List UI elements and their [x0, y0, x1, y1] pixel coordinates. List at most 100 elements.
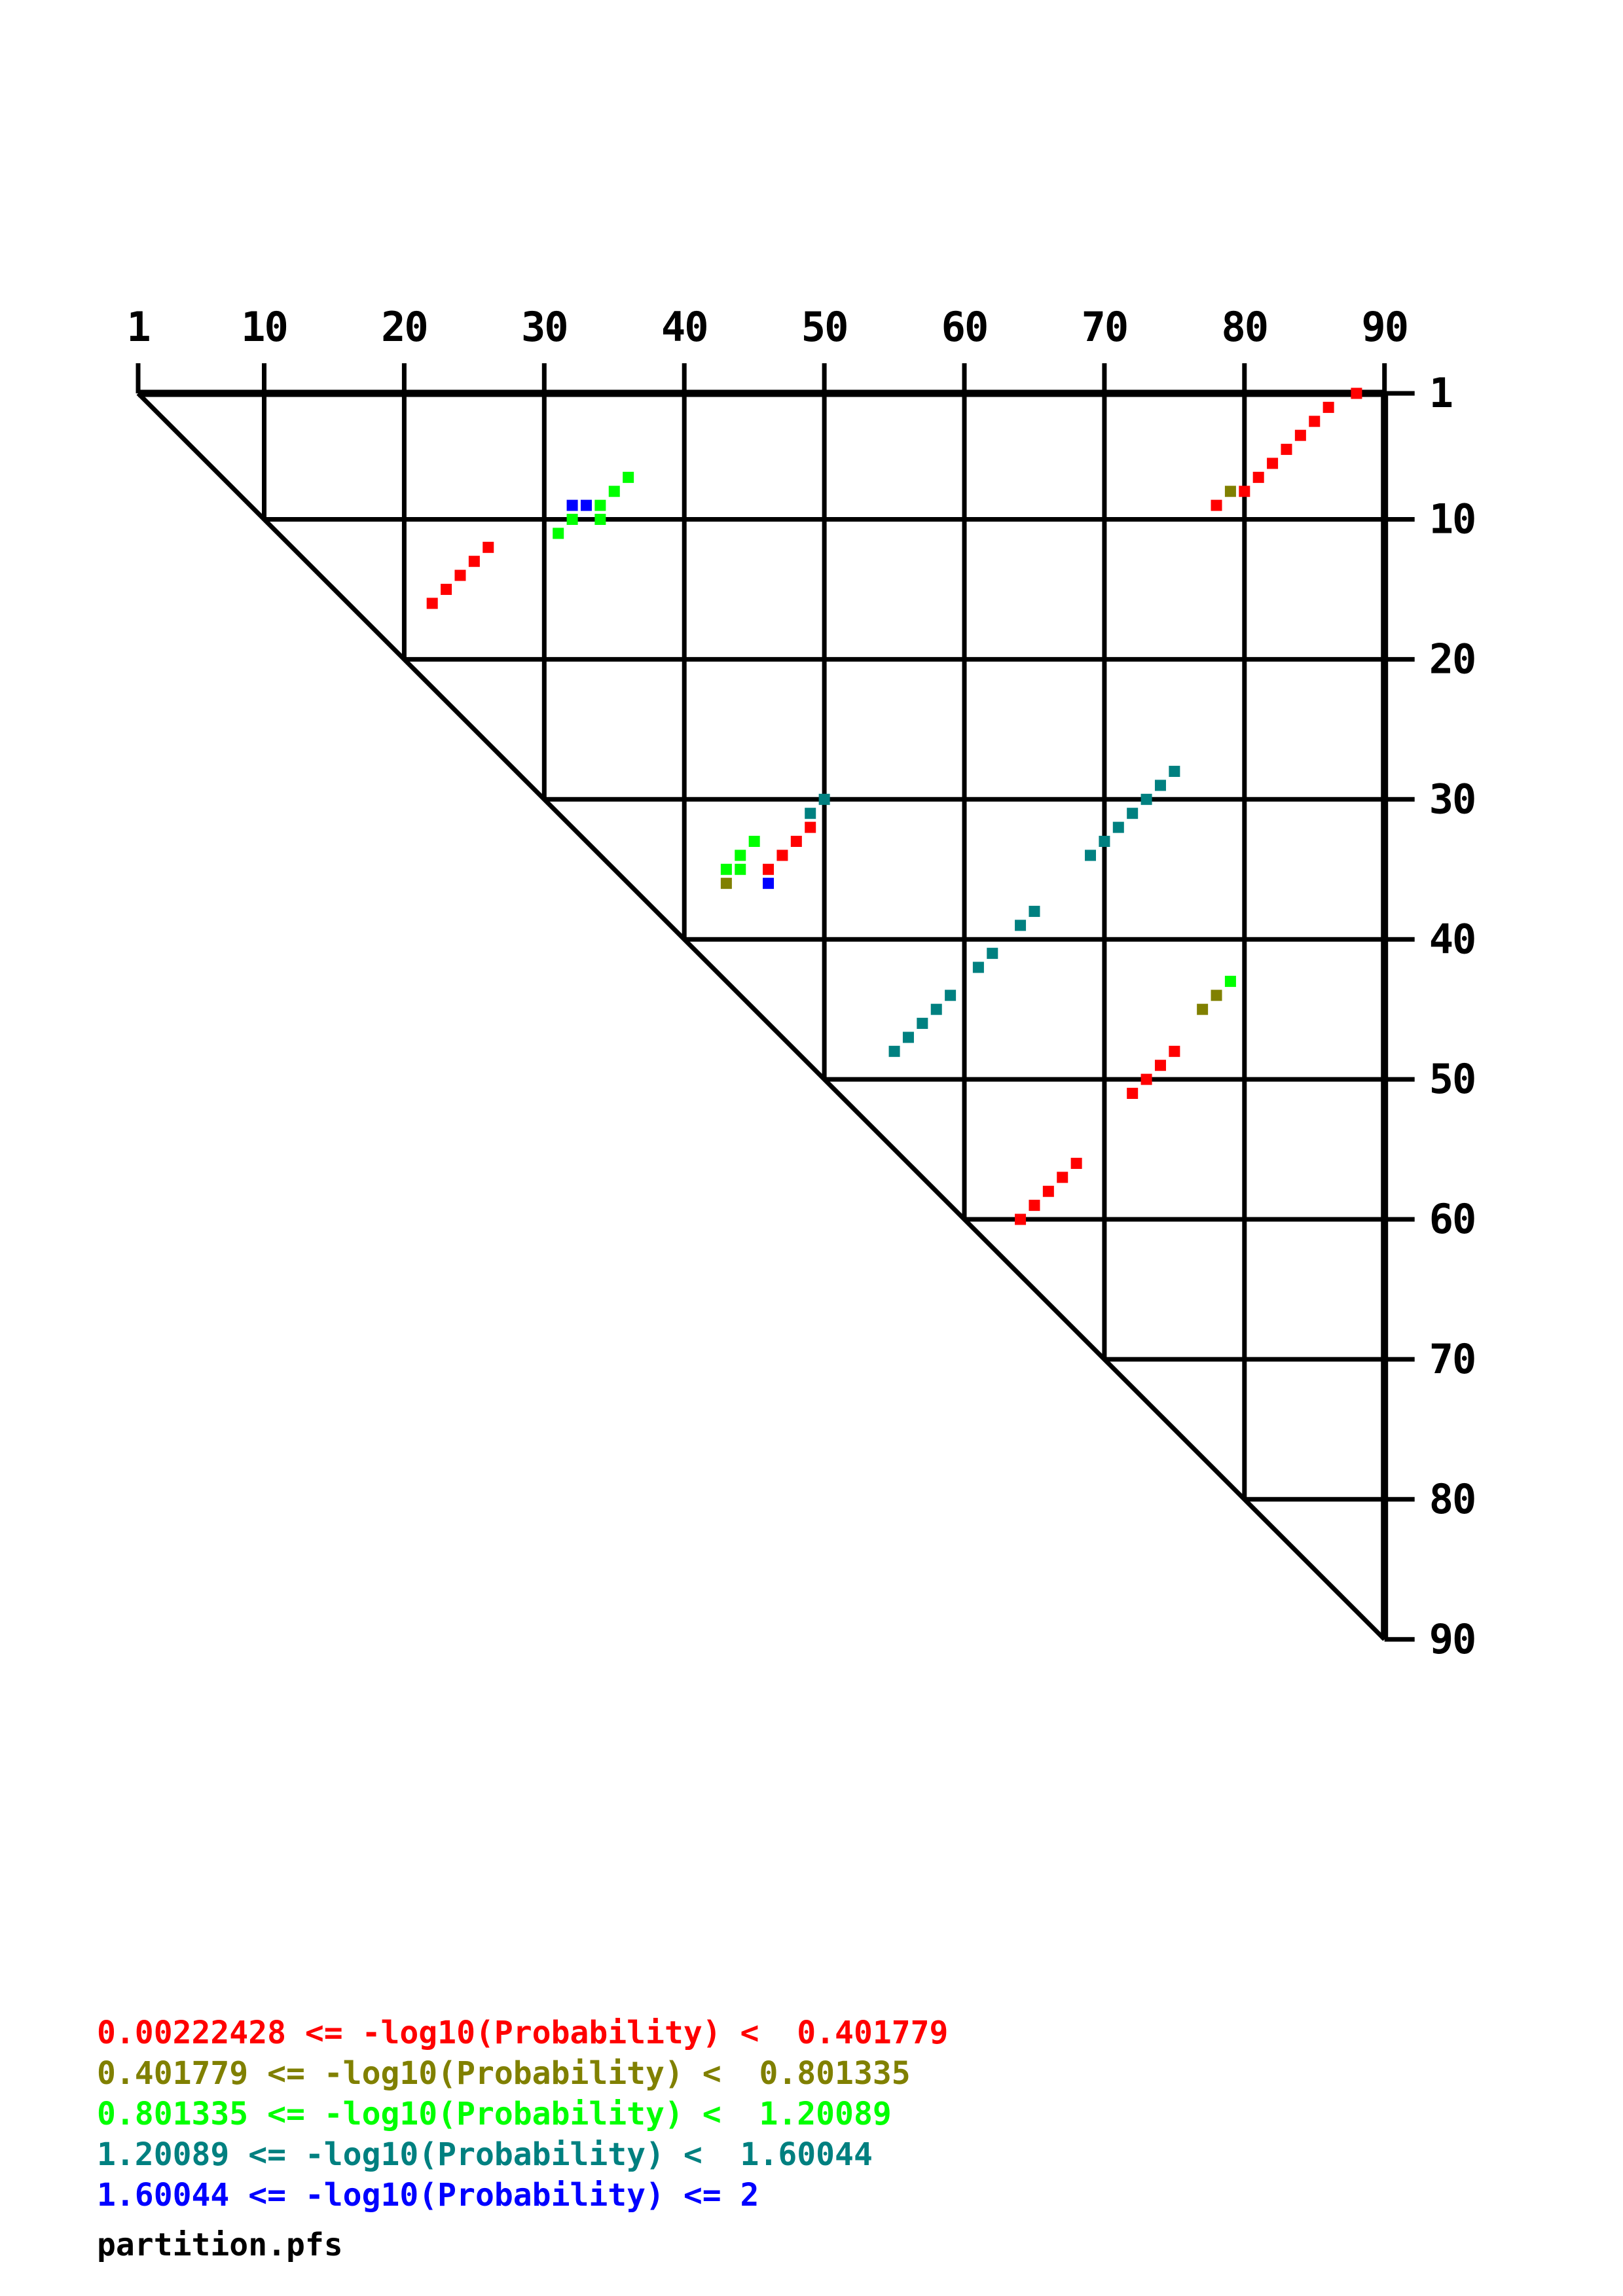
data-point	[566, 499, 578, 511]
data-point	[917, 1018, 928, 1030]
data-point	[441, 583, 452, 595]
top-tick-label-10: 10	[241, 303, 287, 351]
top-tick-label-1: 1	[126, 303, 149, 351]
axis-lines	[138, 389, 1389, 1640]
legend-entry-2: 0.801335 <= -log10(Probability) < 1.2008…	[97, 2096, 892, 2132]
data-point	[805, 808, 816, 819]
data-point	[580, 499, 592, 511]
right-tick-label-60: 60	[1429, 1195, 1476, 1243]
data-point	[454, 569, 466, 581]
data-point	[720, 863, 732, 875]
data-point	[1169, 1045, 1180, 1057]
legend: 0.00222428 <= -log10(Probability) < 0.40…	[97, 2013, 1406, 2265]
data-point	[1224, 486, 1236, 497]
data-point	[594, 499, 606, 511]
data-point	[930, 1003, 942, 1015]
top-tick-label-70: 70	[1082, 303, 1128, 351]
data-point	[594, 514, 606, 526]
data-points	[426, 387, 1362, 1225]
data-point	[1015, 920, 1027, 931]
data-point	[1351, 387, 1362, 399]
data-point	[1252, 471, 1264, 483]
data-point	[790, 835, 802, 847]
data-point	[1029, 905, 1040, 917]
top-tick-label-40: 40	[661, 303, 708, 351]
data-point	[1127, 808, 1139, 819]
right-tick-label-50: 50	[1429, 1055, 1476, 1103]
data-point	[1057, 1172, 1068, 1183]
data-point	[1042, 1185, 1054, 1197]
data-point	[776, 850, 788, 861]
data-point	[1140, 793, 1152, 805]
data-point	[818, 793, 830, 805]
data-point	[720, 878, 732, 889]
data-point	[608, 486, 620, 497]
dotplot-figure: 1 10 20 30 40 50 60 70 80 90 1 10 20 30 40 50 60 70 80 90	[126, 303, 1477, 1663]
data-point	[1029, 1200, 1040, 1211]
legend-entry-1: 0.401779 <= -log10(Probability) < 0.8013…	[97, 2055, 911, 2092]
data-point	[763, 878, 775, 889]
data-point	[1224, 975, 1236, 987]
data-point	[1267, 457, 1279, 469]
right-tick-label-70: 70	[1429, 1335, 1476, 1383]
axis-ticks	[136, 363, 1415, 1642]
data-point	[468, 556, 480, 567]
data-point	[1099, 835, 1110, 847]
legend-entry-3: 1.20089 <= -log10(Probability) < 1.60044	[97, 2136, 873, 2173]
data-point	[553, 528, 564, 539]
data-point	[483, 541, 494, 553]
top-tick-label-90: 90	[1361, 303, 1408, 351]
right-tick-label-80: 80	[1429, 1475, 1476, 1523]
top-tick-label-30: 30	[521, 303, 568, 351]
diagonal-boundary-line	[136, 391, 1387, 1641]
file-name-label: partition.pfs	[97, 2227, 343, 2263]
top-tick-label-80: 80	[1221, 303, 1267, 351]
data-point	[1309, 416, 1321, 427]
data-point	[1281, 444, 1292, 456]
data-point	[1322, 401, 1334, 413]
top-axis-tick-labels: 1 10 20 30 40 50 60 70 80 90	[126, 303, 1409, 351]
data-point	[1211, 990, 1222, 1001]
data-point	[1154, 780, 1166, 791]
data-point	[1070, 1157, 1082, 1169]
data-point	[1127, 1088, 1139, 1099]
top-tick-label-20: 20	[381, 303, 428, 351]
top-tick-label-60: 60	[941, 303, 988, 351]
data-point	[426, 598, 438, 609]
data-point	[1197, 1003, 1209, 1015]
data-point	[1211, 499, 1222, 511]
data-point	[735, 863, 746, 875]
right-tick-label-20: 20	[1429, 636, 1476, 683]
data-point	[566, 514, 578, 526]
data-point	[1154, 1060, 1166, 1071]
top-tick-label-50: 50	[801, 303, 848, 351]
data-point	[902, 1031, 914, 1043]
data-point	[748, 835, 760, 847]
data-point	[1294, 429, 1306, 441]
data-point	[945, 990, 957, 1001]
data-point	[1015, 1213, 1027, 1225]
right-tick-label-30: 30	[1429, 775, 1476, 823]
right-tick-label-90: 90	[1429, 1615, 1476, 1663]
right-tick-label-10: 10	[1429, 495, 1476, 543]
legend-entry-4: 1.60044 <= -log10(Probability) <= 2	[97, 2177, 759, 2214]
right-axis-tick-labels: 1 10 20 30 40 50 60 70 80 90	[1429, 369, 1477, 1663]
right-tick-label-1: 1	[1429, 369, 1452, 417]
data-point	[805, 821, 816, 833]
data-point	[1085, 850, 1097, 861]
data-point	[1239, 486, 1250, 497]
gridlines	[262, 393, 1387, 1640]
right-tick-label-40: 40	[1429, 915, 1476, 963]
data-point	[888, 1045, 900, 1057]
data-point	[1169, 766, 1180, 778]
dotplot-svg: 1 10 20 30 40 50 60 70 80 90 1 10 20 30 40 50 60 70 80 90	[126, 303, 1477, 1663]
data-point	[1140, 1073, 1152, 1085]
data-point	[623, 471, 634, 483]
data-point	[987, 948, 998, 960]
data-point	[763, 863, 775, 875]
data-point	[972, 961, 984, 973]
data-point	[735, 850, 746, 861]
diagonal-line	[136, 391, 1387, 1641]
data-point	[1112, 821, 1124, 833]
legend-entry-0: 0.00222428 <= -log10(Probability) < 0.40…	[97, 2015, 949, 2051]
